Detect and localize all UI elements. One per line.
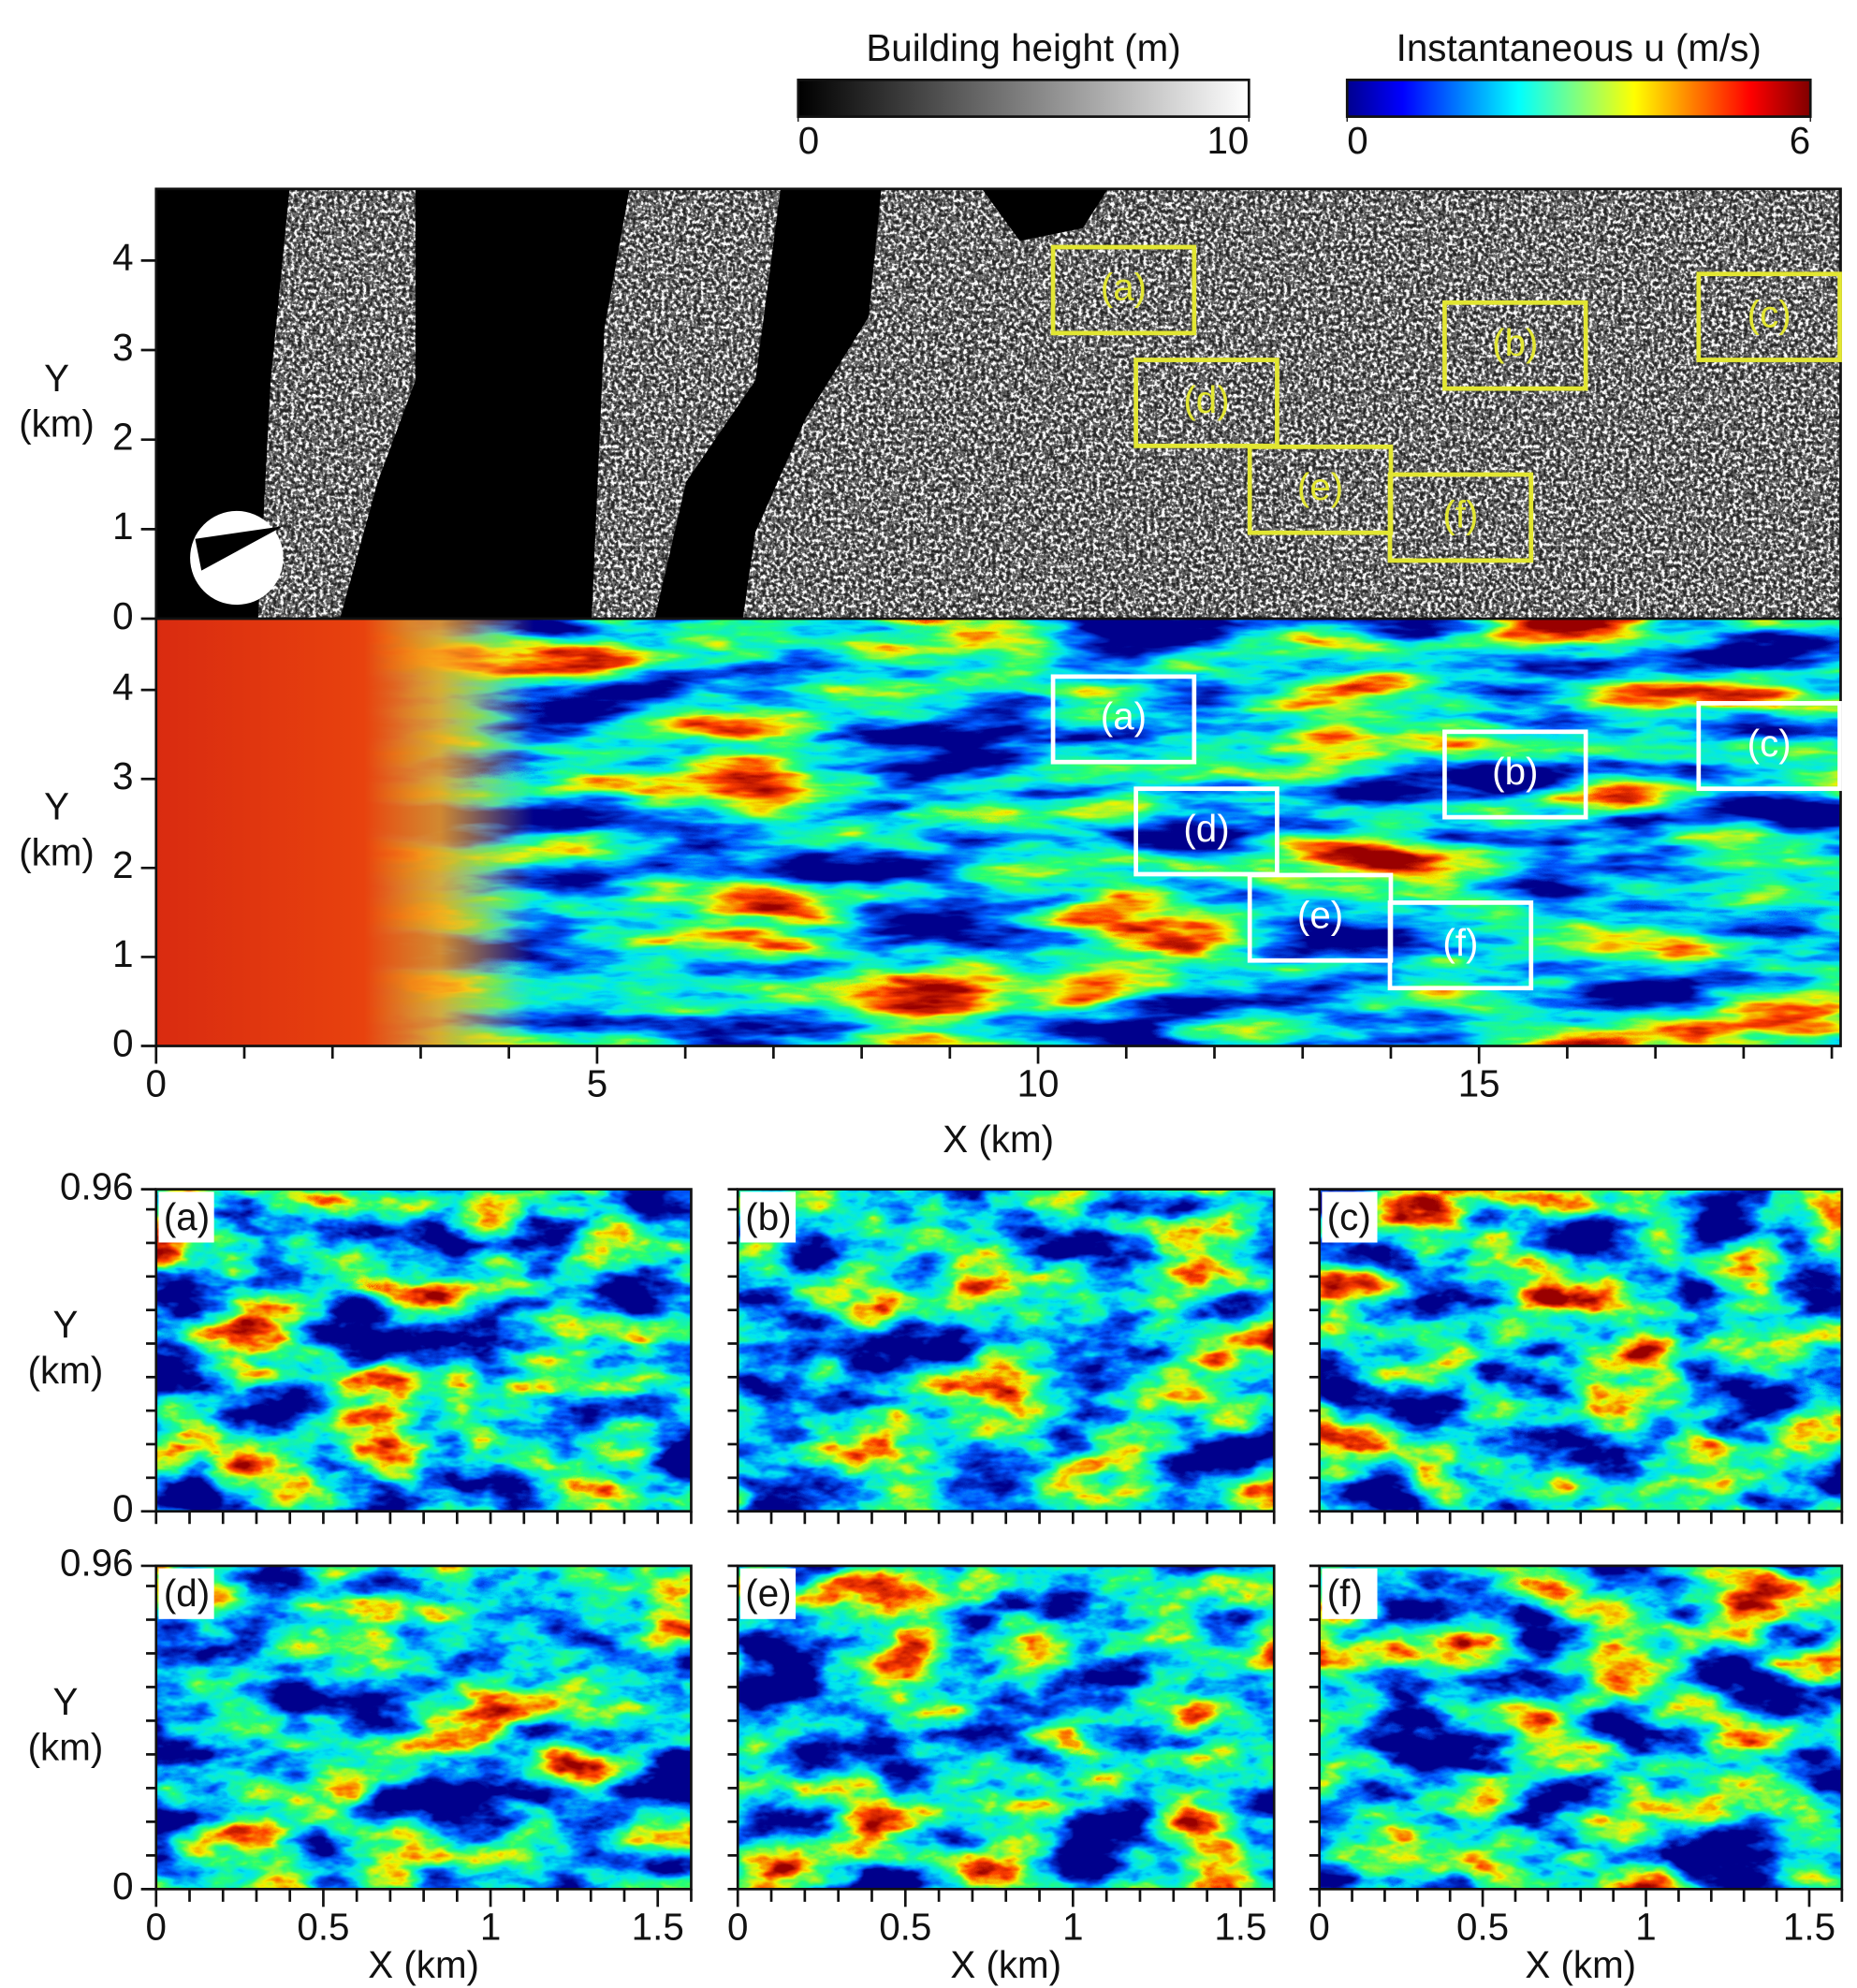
panel-label: (e) — [745, 1571, 791, 1615]
x-tick-label: 0.5 — [297, 1905, 349, 1948]
colorbar — [798, 80, 1250, 116]
colorbar-title: Building height (m) — [866, 26, 1180, 69]
x-tick-label: 15 — [1458, 1061, 1500, 1104]
region-label: (d) — [1183, 378, 1229, 421]
region-label: (a) — [1101, 266, 1147, 309]
y-tick-label: 0 — [112, 1486, 133, 1529]
panel-label: (f) — [1327, 1571, 1363, 1615]
region-label: (b) — [1492, 321, 1538, 364]
region-label: (f) — [1442, 921, 1478, 964]
x-tick-label: 1.5 — [1783, 1905, 1835, 1948]
field-image — [156, 1566, 692, 1889]
x-tick-label: 5 — [587, 1061, 607, 1104]
figure: Building height (m)010Instantaneous u (m… — [0, 0, 1857, 1988]
y-tick-label: 2 — [112, 843, 133, 886]
region-label: (e) — [1297, 893, 1343, 936]
y-tick-label: 0.96 — [60, 1164, 134, 1207]
x-tick-label: 0 — [146, 1061, 167, 1104]
y-axis-label: Y — [52, 1680, 78, 1723]
y-tick-label: 0 — [112, 1021, 133, 1064]
x-tick-label: 0 — [1309, 1905, 1329, 1948]
y-axis-label: (km) — [28, 1726, 104, 1769]
panel-label: (c) — [1327, 1195, 1371, 1238]
field-image — [738, 1190, 1274, 1512]
y-tick-label: 0 — [112, 1864, 133, 1908]
colorbar — [1347, 80, 1810, 116]
colorbar-tick-label: 0 — [798, 119, 819, 162]
y-axis-label: Y — [52, 1303, 78, 1346]
y-axis-label: (km) — [19, 830, 95, 873]
y-tick-label: 3 — [112, 326, 133, 369]
panel-label: (a) — [164, 1195, 210, 1238]
field-image — [1320, 1566, 1842, 1889]
y-tick-label: 2 — [112, 415, 133, 458]
x-axis-label: X (km) — [368, 1943, 479, 1986]
colorbar-tick-label: 0 — [1347, 119, 1367, 162]
x-tick-label: 0.5 — [1456, 1905, 1509, 1948]
inflow-region — [156, 619, 534, 1045]
plot-area — [1320, 1190, 1842, 1512]
page: Building height (m)010Instantaneous u (m… — [0, 0, 1857, 1988]
x-tick-label: 0 — [727, 1905, 748, 1948]
plot-area — [156, 1566, 692, 1889]
region-label: (f) — [1442, 493, 1478, 536]
x-axis-label: X (km) — [1525, 1943, 1636, 1986]
y-tick-label: 0.96 — [60, 1542, 134, 1585]
field-image — [156, 1190, 692, 1512]
plot-area — [738, 1566, 1274, 1889]
x-axis-label: X (km) — [943, 1118, 1054, 1161]
x-tick-label: 10 — [1017, 1061, 1060, 1104]
x-tick-label: 1 — [1062, 1905, 1083, 1948]
colorbar-title: Instantaneous u (m/s) — [1396, 26, 1762, 69]
region-label: (d) — [1183, 807, 1229, 850]
colorbar-tick-label: 6 — [1790, 119, 1810, 162]
y-tick-label: 1 — [112, 932, 133, 975]
plot-area — [156, 1190, 692, 1512]
y-axis-label: (km) — [19, 402, 95, 445]
y-axis-label: (km) — [28, 1349, 104, 1392]
field-image — [738, 1566, 1274, 1889]
region-label: (e) — [1297, 465, 1343, 508]
y-tick-label: 4 — [112, 665, 133, 709]
field-image — [1320, 1190, 1842, 1512]
x-tick-label: 1.5 — [1214, 1905, 1266, 1948]
plot-area — [1320, 1566, 1842, 1889]
plot-area — [738, 1190, 1274, 1512]
y-tick-label: 3 — [112, 754, 133, 797]
y-axis-label: Y — [44, 785, 69, 828]
x-tick-label: 1.5 — [632, 1905, 684, 1948]
x-axis-label: X (km) — [950, 1943, 1061, 1986]
panel-label: (d) — [164, 1571, 210, 1615]
plot-area — [156, 619, 1841, 1045]
region-label: (c) — [1747, 722, 1791, 765]
region-label: (b) — [1492, 750, 1538, 793]
plot-area — [156, 189, 1841, 619]
y-tick-label: 0 — [112, 594, 133, 637]
y-axis-label: Y — [44, 357, 69, 400]
x-tick-label: 1 — [1635, 1905, 1656, 1948]
region-label: (c) — [1747, 292, 1791, 335]
y-tick-label: 1 — [112, 504, 133, 548]
x-tick-label: 0 — [146, 1905, 167, 1948]
x-tick-label: 1 — [480, 1905, 501, 1948]
region-label: (a) — [1101, 694, 1147, 738]
panel-label: (b) — [745, 1195, 791, 1238]
colorbar-tick-label: 10 — [1206, 119, 1249, 162]
y-tick-label: 4 — [112, 236, 133, 279]
x-tick-label: 0.5 — [879, 1905, 931, 1948]
